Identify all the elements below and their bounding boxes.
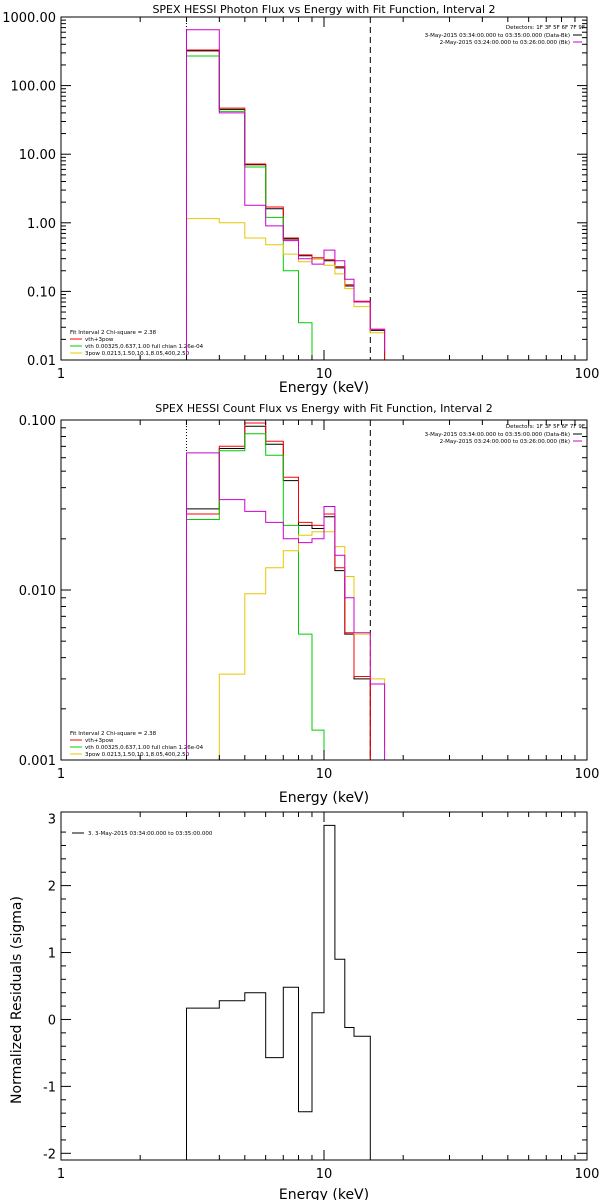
residuals-xtick-label: 100	[575, 1167, 600, 1182]
residuals-ytick-label: 0	[48, 1013, 56, 1028]
photon-flux-xtick-label: 100	[575, 367, 600, 382]
photon-flux-panel: SPEX HESSI Photon Flux vs Energy with Fi…	[2, 3, 600, 396]
residuals-ytick-label: 1	[48, 947, 56, 962]
vth-params-text: vth 0.00325,0.637,1.00 full chian 1.26e-…	[85, 344, 204, 350]
data-interval-text: 3-May-2015 03:34:00.000 to 03:35:00.000 …	[425, 33, 570, 39]
count-flux-legend-right: Detectors: 1F 3F 5F 6F 7F 9F 3-May-2015 …	[425, 424, 585, 445]
photon-flux-series-0	[186, 50, 386, 360]
photon-flux-series-3	[186, 218, 386, 360]
residuals-xtick-label: 1	[57, 1167, 65, 1182]
count-flux-xtick-label: 100	[575, 767, 600, 782]
vth-params-text: vth 0.00325,0.637,1.00 full chian 1.26e-…	[85, 745, 204, 751]
model-text: vth+3pow	[85, 337, 114, 343]
count-flux-xlabel: Energy (keV)	[279, 790, 369, 806]
count-flux-series-1	[186, 422, 371, 760]
count-flux-series-4	[186, 452, 386, 760]
count-flux-panel: SPEX HESSI Count Flux vs Energy with Fit…	[19, 402, 600, 806]
background-interval-text: 2-May-2015 03:24:00.000 to 03:26:00.000 …	[440, 439, 570, 445]
photon-flux-ytick-label: 10.00	[19, 148, 56, 163]
count-flux-xtick-label: 10	[316, 767, 333, 782]
residuals-series-0	[186, 824, 371, 1160]
count-flux-series-2	[186, 433, 325, 760]
count-flux-ytick-label: 0.001	[19, 754, 56, 769]
count-flux-xtick-label: 1	[57, 767, 65, 782]
count-flux-ytick-label: 0.010	[19, 584, 56, 599]
residuals-ytick-label: 2	[48, 880, 56, 895]
count-flux-series-3	[218, 531, 386, 760]
detectors-text: Detectors: 1F 3F 5F 6F 7F 9F	[506, 25, 585, 31]
data-interval-text: 3-May-2015 03:34:00.000 to 03:35:00.000 …	[425, 432, 570, 438]
residuals-xlabel: Energy (keV)	[279, 1187, 369, 1200]
photon-flux-axes-frame	[60, 16, 588, 361]
residuals-ytick-label: -1	[43, 1080, 56, 1095]
count-flux-legend-left: Fit Interval 2 Chi-square = 2.38 vth+3po…	[70, 731, 204, 758]
photon-flux-xlabel: Energy (keV)	[279, 380, 369, 396]
photon-flux-ytick-label: 1.00	[27, 217, 56, 232]
count-flux-title: SPEX HESSI Count Flux vs Energy with Fit…	[155, 402, 492, 415]
background-interval-text: 2-May-2015 03:24:00.000 to 03:26:00.000 …	[440, 40, 570, 46]
count-flux-ytick-label: 0.100	[19, 414, 56, 429]
residuals-ytick-label: -2	[43, 1147, 56, 1162]
residuals-legend-text: 3. 3-May-2015 03:34:00.000 to 03:35:00.0…	[88, 831, 213, 837]
photon-flux-series-2	[186, 55, 313, 360]
count-flux-series-0	[186, 425, 371, 760]
fit-interval-text: Fit Interval 2 Chi-square = 2.38	[70, 731, 157, 737]
fit-interval-text: Fit Interval 2 Chi-square = 2.38	[70, 330, 157, 336]
photon-flux-title: SPEX HESSI Photon Flux vs Energy with Fi…	[152, 3, 495, 16]
photon-flux-ytick-label: 100.00	[11, 80, 57, 95]
photon-flux-ytick-label: 1000.00	[2, 11, 56, 26]
pow-params-text: 3pow 0.0213,1.50,10.1,8.05,400,2.50	[85, 752, 190, 758]
pow-params-text: 3pow 0.0213,1.50,10.1,8.05,400,2.50	[85, 351, 190, 357]
photon-flux-xtick-label: 1	[57, 367, 65, 382]
residuals-panel: Energy (keV) Normalized Residuals (sigma…	[9, 811, 600, 1200]
photon-flux-series-1	[186, 49, 386, 360]
photon-flux-legend-right: Detectors: 1F 3F 5F 6F 7F 9F 3-May-2015 …	[425, 25, 585, 46]
photon-flux-ytick-label: 0.01	[27, 354, 56, 369]
photon-flux-ytick-label: 0.10	[27, 285, 56, 300]
residuals-ytick-label: 3	[48, 813, 56, 828]
photon-flux-legend-left: Fit Interval 2 Chi-square = 2.38 vth+3po…	[70, 330, 204, 357]
model-text: vth+3pow	[85, 738, 114, 744]
count-flux-axes-frame	[60, 419, 588, 761]
residuals-ylabel: Normalized Residuals (sigma)	[9, 896, 25, 1104]
detectors-text: Detectors: 1F 3F 5F 6F 7F 9F	[506, 424, 585, 430]
photon-flux-xtick-label: 10	[316, 367, 333, 382]
photon-flux-series-4	[186, 29, 386, 360]
residuals-xtick-label: 10	[316, 1167, 333, 1182]
